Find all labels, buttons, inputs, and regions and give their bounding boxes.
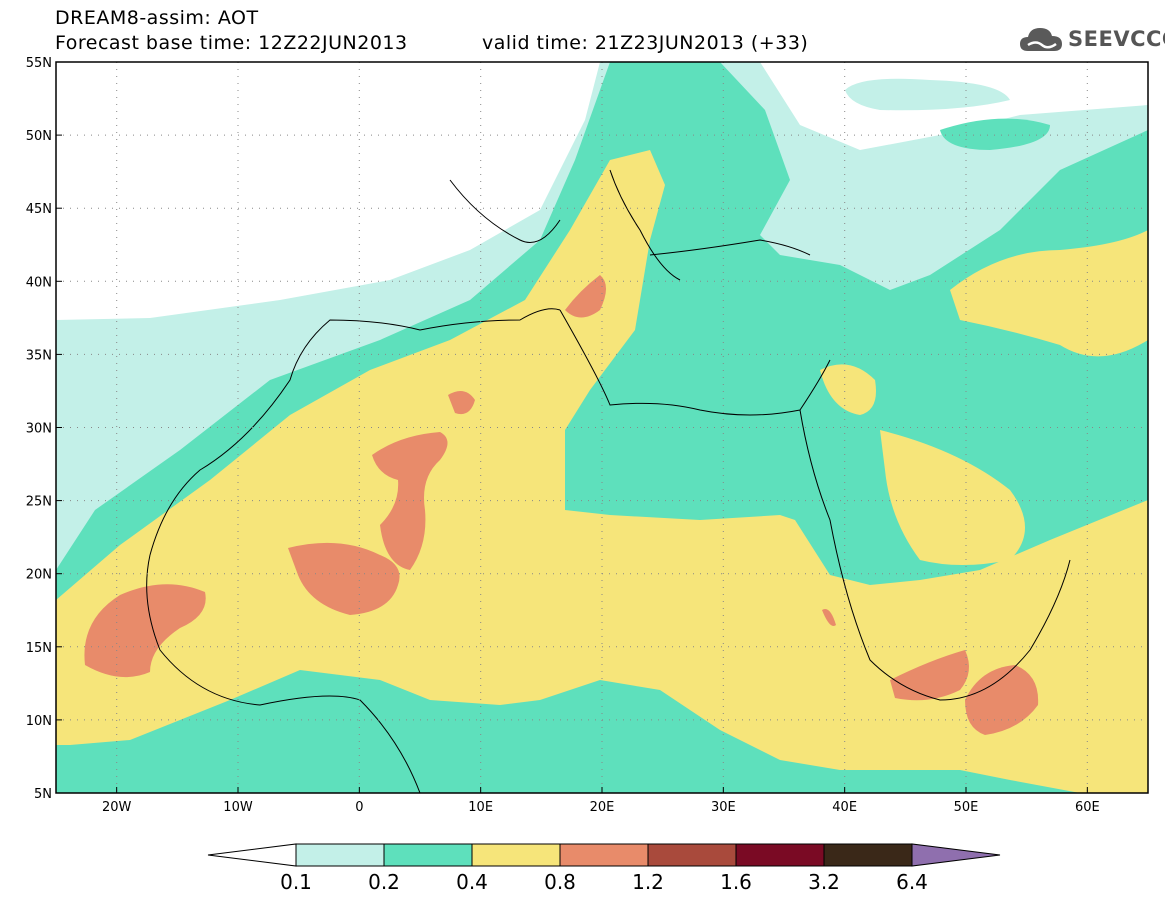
lon-ticks: 20W 10W 0 10E 20E 30E 40E 50E 60E: [102, 787, 1100, 815]
aot-band-0.1: [845, 78, 1010, 111]
colorbar-label: 1.2: [632, 870, 664, 894]
lat-tick-label: 40N: [26, 275, 52, 290]
colorbar-segment: [559, 843, 649, 867]
colorbar-arrow-low: [207, 843, 297, 867]
aot-band-0.8: [448, 391, 475, 415]
lon-tick-label: 20E: [590, 800, 615, 815]
lat-tick-label: 10N: [26, 714, 52, 729]
aot-band-0.8: [890, 650, 969, 701]
valid-time: valid time: 21Z23JUN2013 (+33): [482, 32, 809, 54]
colorbar-segment: [823, 843, 913, 867]
colorbar-label: 1.6: [720, 870, 752, 894]
lat-tick-label: 50N: [26, 129, 52, 144]
aot-band-0.2: [940, 118, 1050, 150]
lon-tick-label: 20W: [102, 800, 132, 815]
colorbar-segment: [383, 843, 473, 867]
aot-band-0.4: [950, 230, 1148, 357]
aot-band-0.8: [565, 275, 606, 318]
lat-tick-label: 25N: [26, 495, 52, 510]
lat-tick-label: 5N: [34, 787, 52, 802]
aot-band-0.8: [965, 665, 1039, 735]
colorbar-segment: [471, 843, 561, 867]
colorbar-segment: [735, 843, 825, 867]
aot-band-0.8: [288, 542, 400, 615]
aot-band-0.8: [822, 609, 836, 626]
lon-tick-label: 10W: [223, 800, 253, 815]
coastlines: [146, 169, 1071, 793]
colorbar-label: 6.4: [896, 870, 928, 894]
lon-tick-label: 40E: [832, 800, 857, 815]
cloud-icon: [1020, 28, 1062, 51]
colorbar-label: 3.2: [808, 870, 840, 894]
aot-band-0.4: [880, 430, 1025, 565]
graticule: [56, 62, 1148, 793]
colorbar-segment: [295, 843, 385, 867]
aot-band-0.8: [372, 432, 448, 570]
aot-band-0.4: [56, 150, 1148, 793]
colorbar-arrow-high: [911, 843, 1001, 867]
brand-logo: SEEVCCC: [1018, 23, 1165, 55]
lat-tick-label: 35N: [26, 348, 52, 363]
colorbar-label: 0.8: [544, 870, 576, 894]
lat-tick-label: 20N: [26, 568, 52, 583]
lon-tick-label: 60E: [1075, 800, 1100, 815]
lat-tick-label: 15N: [26, 641, 52, 656]
colorbar-segment: [647, 843, 737, 867]
colorbar-label: 0.1: [280, 870, 312, 894]
lon-tick-label: 30E: [711, 800, 736, 815]
forecast-base-time: Forecast base time: 12Z22JUN2013: [55, 32, 408, 54]
aot-band-0.4: [820, 364, 876, 415]
lat-tick-label: 45N: [26, 202, 52, 217]
lat-ticks: 55N 50N 45N 40N 35N 30N 25N 20N 15N 10N 5N: [26, 56, 62, 802]
lon-tick-label: 0: [355, 800, 363, 815]
aot-band-0.8: [84, 584, 206, 678]
lon-tick-label: 50E: [954, 800, 979, 815]
lon-tick-label: 10E: [468, 800, 493, 815]
colorbar-label: 0.2: [368, 870, 400, 894]
brand-name: SEEVCCC: [1068, 27, 1165, 51]
colorbar-label: 0.4: [456, 870, 488, 894]
map-title: DREAM8-assim: AOT: [55, 7, 259, 29]
lat-tick-label: 55N: [26, 56, 52, 71]
lat-tick-label: 30N: [26, 422, 52, 437]
colorbar: [207, 843, 1001, 867]
